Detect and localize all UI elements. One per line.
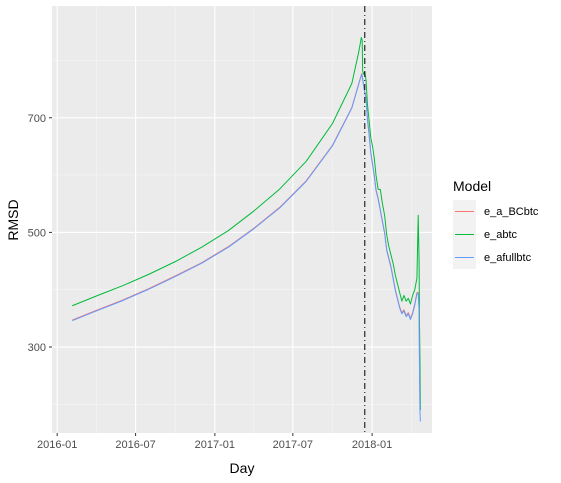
legend-label: e_a_BCbtc	[484, 206, 539, 218]
minor-gridlines	[52, 6, 432, 433]
legend: Model e_a_BCbtc e_abtc e_afullbtc	[453, 178, 539, 269]
x-tick-label: 2017-01	[195, 439, 235, 451]
legend-label: e_afullbtc	[484, 252, 532, 264]
legend-label: e_abtc	[484, 229, 518, 241]
y-axis: 300 500 700	[28, 113, 52, 354]
y-tick-label: 300	[28, 342, 46, 354]
x-axis-title: Day	[230, 460, 255, 476]
series-line-e_abtc	[72, 37, 421, 411]
x-tick-label: 2016-01	[37, 439, 77, 451]
legend-title: Model	[453, 178, 491, 194]
series-line-e_afullbtc	[72, 73, 421, 422]
x-tick-label: 2016-07	[115, 439, 155, 451]
legend-items: e_a_BCbtc e_abtc e_afullbtc	[453, 200, 539, 269]
x-tick-label: 2017-07	[273, 439, 313, 451]
y-tick-label: 700	[28, 113, 46, 125]
y-tick-label: 500	[28, 227, 46, 239]
y-axis-title: RMSD	[5, 199, 21, 240]
x-axis: 2016-01 2016-07 2017-01 2017-07 2018-01	[37, 433, 392, 451]
series-lines	[72, 37, 421, 422]
x-tick-label: 2018-01	[352, 439, 392, 451]
